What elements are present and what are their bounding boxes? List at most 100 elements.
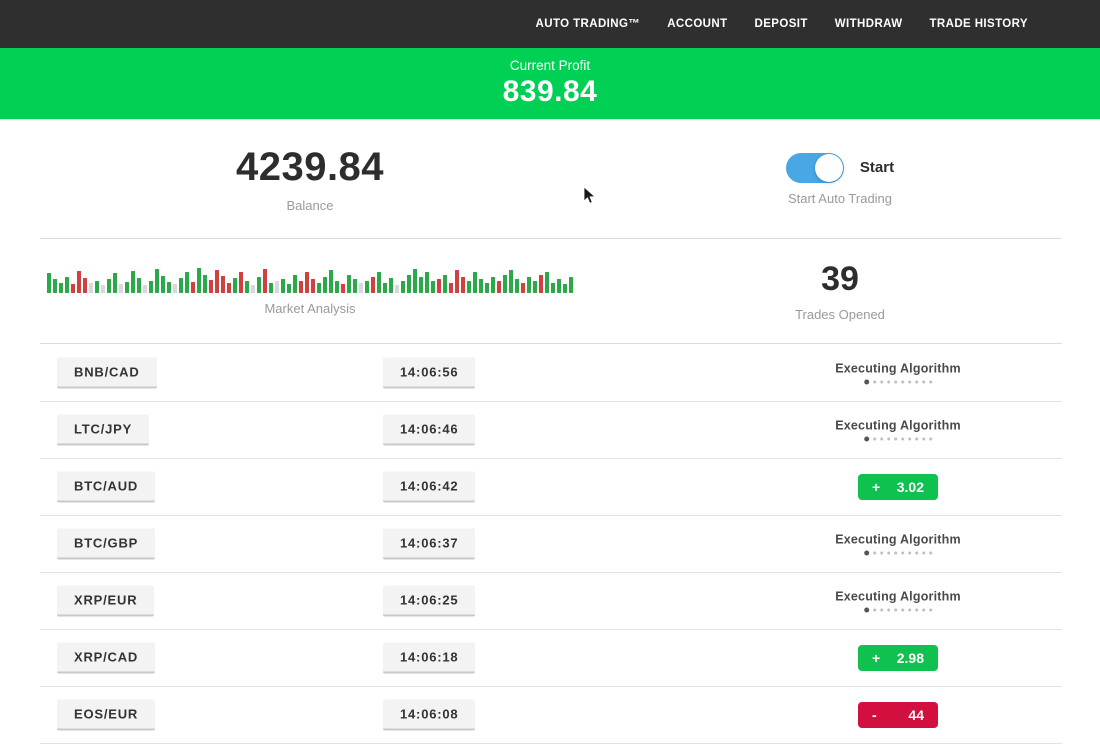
result-value: 44: [908, 706, 924, 723]
balance-block: 4239.84 Balance: [0, 145, 620, 213]
divider: [40, 343, 1062, 344]
auto-trading-caption: Start Auto Trading: [787, 190, 893, 206]
trade-status: - 44: [858, 701, 938, 728]
chart-bar: [557, 278, 561, 293]
chart-bar: [533, 280, 537, 293]
row-separator: [40, 401, 1062, 402]
chart-bar: [407, 274, 411, 293]
chart-bar: [383, 282, 387, 293]
nav-item-auto-trading[interactable]: AUTO TRADING™: [535, 18, 641, 30]
nav-item-withdraw[interactable]: WITHDRAW: [834, 18, 903, 30]
current-profit-label: Current Profit: [509, 58, 591, 73]
chart-bar: [539, 274, 543, 293]
chart-bar: [53, 278, 57, 293]
chart-bar: [215, 269, 219, 293]
chart-bar: [389, 277, 393, 293]
chart-bar: [443, 274, 447, 293]
nav-item-account[interactable]: ACCOUNT: [667, 18, 728, 30]
chart-bar: [473, 271, 477, 293]
loss-badge: - 44: [858, 701, 938, 728]
chart-bar: [221, 275, 225, 293]
row-separator: [40, 458, 1062, 459]
chart-bar: [359, 282, 363, 293]
trade-status: Executing Algorithm: [835, 532, 961, 555]
chart-bar: [479, 278, 483, 293]
time-badge: 14:06:46: [383, 414, 476, 445]
chart-bar: [455, 269, 459, 293]
chart-bar: [485, 282, 489, 293]
toggle-knob-icon: [814, 153, 843, 182]
trade-row: XRP/EUR 14:06:25 Executing Algorithm: [0, 572, 1100, 630]
trade-row: XRP/CAD 14:06:18 +2.98: [0, 629, 1100, 687]
result-value: 2.98: [896, 649, 924, 666]
row-separator: [40, 515, 1062, 516]
chart-bar: [305, 271, 309, 293]
chart-bar: [353, 278, 357, 293]
nav-item-deposit[interactable]: DEPOSIT: [754, 18, 808, 30]
stats-row-market: Market Analysis 39 Trades Opened: [0, 239, 1100, 343]
chart-bar: [371, 276, 375, 293]
result-value: 3.02: [896, 478, 924, 495]
chart-bar: [323, 276, 327, 293]
pair-badge: XRP/CAD: [57, 642, 156, 673]
chart-bar: [311, 278, 315, 293]
progress-dots: [835, 379, 961, 384]
executing-algorithm-label: Executing Algorithm: [835, 589, 961, 603]
chart-bar: [365, 280, 369, 293]
time-badge: 14:06:18: [383, 642, 476, 673]
profit-badge: +2.98: [858, 644, 938, 671]
chart-bar: [287, 283, 291, 293]
time-badge: 14:06:37: [383, 528, 476, 559]
chart-bar: [125, 281, 129, 293]
chart-bar: [131, 270, 135, 293]
chart-bar: [497, 280, 501, 293]
chart-bar: [317, 282, 321, 293]
trade-status: +2.98: [858, 644, 938, 671]
chart-bar: [143, 284, 147, 293]
executing-algorithm-label: Executing Algorithm: [835, 532, 961, 546]
trades-opened-block: 39 Trades Opened: [620, 260, 1060, 322]
trade-status: Executing Algorithm: [835, 361, 961, 384]
result-sign: -: [872, 706, 877, 723]
result-sign: +: [872, 478, 881, 495]
toggle-label: Start: [859, 159, 895, 176]
chart-bar: [47, 272, 51, 293]
chart-bar: [257, 276, 261, 293]
auto-trading-toggle[interactable]: [785, 152, 844, 183]
profit-badge: +3.02: [858, 473, 938, 500]
current-profit-banner: Current Profit 839.84: [0, 48, 1100, 120]
chart-bar: [89, 282, 93, 293]
chart-bar: [281, 278, 285, 293]
chart-bar: [347, 274, 351, 293]
stats-row-balance: 4239.84 Balance Start Start Auto Trading: [0, 120, 1100, 238]
divider: [40, 238, 1062, 239]
chart-bar: [551, 282, 555, 293]
chart-bar: [299, 280, 303, 293]
chart-bar: [395, 284, 399, 293]
chart-bar: [113, 272, 117, 293]
balance-label: Balance: [286, 198, 334, 213]
chart-bar: [203, 274, 207, 293]
chart-bar: [275, 280, 279, 293]
chart-bar: [569, 276, 573, 293]
nav-item-trade-history[interactable]: TRADE HISTORY: [929, 18, 1028, 30]
trade-row: BTC/AUD 14:06:42 +3.02: [0, 458, 1100, 516]
chart-bar: [509, 269, 513, 293]
chart-bar: [563, 283, 567, 293]
executing-algorithm-label: Executing Algorithm: [835, 418, 961, 432]
trade-row: EOS/EUR 14:06:08 - 44: [0, 686, 1100, 744]
row-separator: [40, 629, 1062, 630]
chart-bar: [491, 276, 495, 293]
chart-bar: [107, 278, 111, 293]
market-analysis-chart: [47, 265, 573, 293]
chart-bar: [155, 268, 159, 293]
chart-bar: [431, 280, 435, 293]
chart-bar: [245, 280, 249, 293]
chart-bar: [467, 280, 471, 293]
auto-trading-block: Start Start Auto Trading: [620, 152, 1060, 206]
chart-bar: [437, 278, 441, 293]
chart-bar: [149, 280, 153, 293]
chart-bar: [59, 282, 63, 293]
top-navbar: AUTO TRADING™ ACCOUNT DEPOSIT WITHDRAW TRADE…: [0, 0, 1100, 48]
chart-bar: [239, 271, 243, 293]
